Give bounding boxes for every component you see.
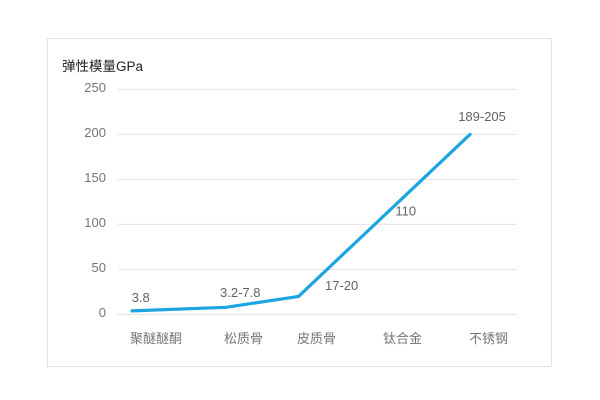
svg-text:110: 110 (395, 204, 416, 219)
svg-text:松质骨: 松质骨 (224, 331, 263, 346)
svg-text:弹性模量GPa: 弹性模量GPa (62, 59, 144, 74)
svg-text:200: 200 (84, 125, 106, 140)
svg-text:聚醚醚酮: 聚醚醚酮 (130, 331, 182, 346)
svg-text:100: 100 (84, 215, 106, 230)
svg-text:189-205: 189-205 (458, 109, 506, 124)
svg-text:皮质骨: 皮质骨 (297, 331, 336, 346)
svg-text:3.2-7.8: 3.2-7.8 (220, 285, 260, 300)
svg-text:钛合金: 钛合金 (383, 331, 422, 346)
svg-text:50: 50 (92, 260, 106, 275)
svg-text:不锈钢: 不锈钢 (469, 331, 508, 346)
svg-text:250: 250 (84, 80, 106, 95)
svg-text:17-20: 17-20 (325, 278, 358, 293)
svg-text:3.8: 3.8 (132, 290, 150, 305)
svg-text:150: 150 (84, 170, 106, 185)
svg-text:0: 0 (99, 305, 106, 320)
